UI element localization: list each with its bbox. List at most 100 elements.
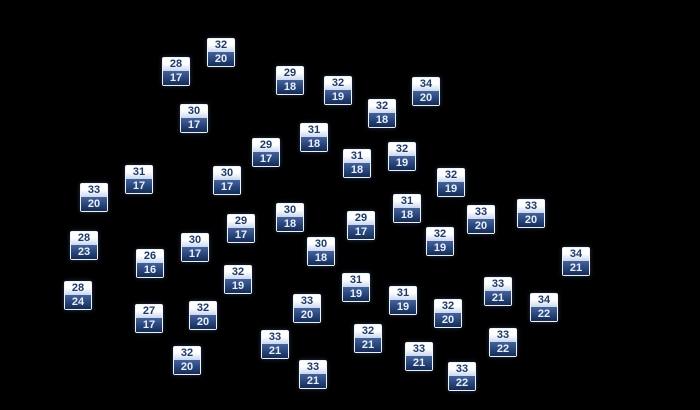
temperature-station-label[interactable]: 33 21 — [484, 277, 512, 306]
high-temperature-value: 33 — [485, 278, 511, 291]
temperature-station-label[interactable]: 33 20 — [467, 205, 495, 234]
low-temperature-value: 21 — [262, 344, 288, 358]
low-temperature-value: 20 — [518, 213, 544, 227]
temperature-station-label[interactable]: 32 20 — [173, 346, 201, 375]
high-temperature-value: 33 — [262, 331, 288, 344]
high-temperature-value: 31 — [126, 166, 152, 179]
temperature-station-label[interactable]: 32 19 — [324, 76, 352, 105]
low-temperature-value: 19 — [325, 90, 351, 104]
low-temperature-value: 18 — [277, 217, 303, 231]
temperature-station-label[interactable]: 32 18 — [368, 99, 396, 128]
temperature-station-label[interactable]: 31 18 — [343, 149, 371, 178]
high-temperature-value: 30 — [308, 238, 334, 251]
low-temperature-value: 18 — [308, 251, 334, 265]
temperature-station-label[interactable]: 29 17 — [227, 214, 255, 243]
high-temperature-value: 28 — [163, 58, 189, 71]
temperature-station-label[interactable]: 33 20 — [80, 183, 108, 212]
high-temperature-value: 30 — [182, 234, 208, 247]
low-temperature-value: 19 — [343, 287, 369, 301]
high-temperature-value: 32 — [369, 100, 395, 113]
high-temperature-value: 30 — [214, 167, 240, 180]
temperature-station-label[interactable]: 34 21 — [562, 247, 590, 276]
temperature-station-label[interactable]: 31 18 — [300, 123, 328, 152]
low-temperature-value: 18 — [344, 163, 370, 177]
low-temperature-value: 21 — [485, 291, 511, 305]
temperature-station-label[interactable]: 28 23 — [70, 231, 98, 260]
temperature-station-label[interactable]: 29 17 — [252, 138, 280, 167]
high-temperature-value: 33 — [490, 329, 516, 342]
temperature-station-label[interactable]: 31 19 — [389, 286, 417, 315]
temperature-station-label[interactable]: 33 21 — [405, 342, 433, 371]
temperature-station-label[interactable]: 32 21 — [354, 324, 382, 353]
temperature-station-label[interactable]: 30 17 — [213, 166, 241, 195]
high-temperature-value: 29 — [348, 212, 374, 225]
low-temperature-value: 17 — [136, 318, 162, 332]
low-temperature-value: 21 — [355, 338, 381, 352]
high-temperature-value: 32 — [174, 347, 200, 360]
temperature-station-label[interactable]: 32 19 — [437, 168, 465, 197]
temperature-station-label[interactable]: 32 20 — [207, 38, 235, 67]
temperature-station-label[interactable]: 32 20 — [434, 299, 462, 328]
temperature-station-label[interactable]: 29 17 — [347, 211, 375, 240]
high-temperature-value: 34 — [563, 248, 589, 261]
high-temperature-value: 32 — [438, 169, 464, 182]
high-temperature-value: 31 — [343, 274, 369, 287]
temperature-station-label[interactable]: 33 20 — [517, 199, 545, 228]
temperature-station-label[interactable]: 33 22 — [489, 328, 517, 357]
low-temperature-value: 22 — [449, 376, 475, 390]
low-temperature-value: 24 — [65, 295, 91, 309]
temperature-station-label[interactable]: 31 19 — [342, 273, 370, 302]
temperature-station-label[interactable]: 29 18 — [276, 66, 304, 95]
low-temperature-value: 16 — [137, 263, 163, 277]
temperature-station-label[interactable]: 34 20 — [412, 77, 440, 106]
low-temperature-value: 20 — [468, 219, 494, 233]
low-temperature-value: 17 — [214, 180, 240, 194]
temperature-station-label[interactable]: 26 16 — [136, 249, 164, 278]
temperature-station-label[interactable]: 30 18 — [276, 203, 304, 232]
low-temperature-value: 21 — [406, 356, 432, 370]
high-temperature-value: 30 — [277, 204, 303, 217]
high-temperature-value: 31 — [301, 124, 327, 137]
temperature-station-label[interactable]: 33 22 — [448, 362, 476, 391]
low-temperature-value: 20 — [413, 91, 439, 105]
high-temperature-value: 31 — [390, 287, 416, 300]
temperature-station-label[interactable]: 31 18 — [393, 194, 421, 223]
temperature-station-label[interactable]: 32 19 — [426, 227, 454, 256]
high-temperature-value: 28 — [71, 232, 97, 245]
temperature-station-label[interactable]: 30 17 — [180, 104, 208, 133]
high-temperature-value: 33 — [518, 200, 544, 213]
low-temperature-value: 21 — [300, 374, 326, 388]
high-temperature-value: 31 — [394, 195, 420, 208]
high-temperature-value: 33 — [468, 206, 494, 219]
temperature-station-label[interactable]: 32 19 — [388, 142, 416, 171]
high-temperature-value: 33 — [406, 343, 432, 356]
low-temperature-value: 17 — [182, 247, 208, 261]
low-temperature-value: 19 — [438, 182, 464, 196]
temperature-station-label[interactable]: 28 17 — [162, 57, 190, 86]
temperature-station-label[interactable]: 33 21 — [261, 330, 289, 359]
high-temperature-value: 32 — [435, 300, 461, 313]
temperature-station-label[interactable]: 30 17 — [181, 233, 209, 262]
high-temperature-value: 32 — [190, 302, 216, 315]
temperature-station-label[interactable]: 27 17 — [135, 304, 163, 333]
low-temperature-value: 20 — [190, 315, 216, 329]
temperature-station-label[interactable]: 32 19 — [224, 265, 252, 294]
low-temperature-value: 20 — [174, 360, 200, 374]
high-temperature-value: 32 — [225, 266, 251, 279]
high-temperature-value: 33 — [449, 363, 475, 376]
high-temperature-value: 31 — [344, 150, 370, 163]
temperature-station-label[interactable]: 31 17 — [125, 165, 153, 194]
high-temperature-value: 27 — [136, 305, 162, 318]
high-temperature-value: 29 — [228, 215, 254, 228]
low-temperature-value: 20 — [294, 308, 320, 322]
temperature-station-label[interactable]: 33 20 — [293, 294, 321, 323]
temperature-station-label[interactable]: 34 22 — [530, 293, 558, 322]
high-temperature-value: 28 — [65, 282, 91, 295]
low-temperature-value: 19 — [390, 300, 416, 314]
temperature-station-label[interactable]: 33 21 — [299, 360, 327, 389]
temperature-station-label[interactable]: 30 18 — [307, 237, 335, 266]
temperature-station-label[interactable]: 32 20 — [189, 301, 217, 330]
high-temperature-value: 29 — [277, 67, 303, 80]
temperature-station-label[interactable]: 28 24 — [64, 281, 92, 310]
